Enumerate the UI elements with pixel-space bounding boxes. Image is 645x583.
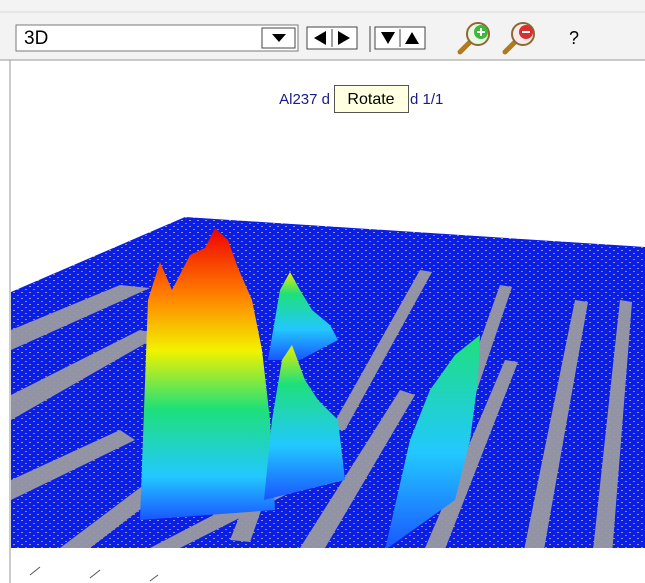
help-button[interactable]: ? [569,28,579,48]
dropdown-box[interactable] [16,25,298,51]
axis-strip [11,548,645,583]
page: 3D ? Al237 d d 1/1 Rotate [0,0,645,583]
tooltip-text: Rotate [347,91,394,108]
plot-title-left: Al237 d [279,91,330,108]
dropdown-value[interactable]: 3D [24,28,48,49]
app-window: 3D ? Al237 d d 1/1 Rotate [0,0,645,583]
tooltip: Rotate [335,86,409,113]
view-dropdown[interactable]: 3D [16,25,298,51]
plot-title-right: d 1/1 [410,91,443,108]
surface-3d[interactable] [11,217,645,583]
